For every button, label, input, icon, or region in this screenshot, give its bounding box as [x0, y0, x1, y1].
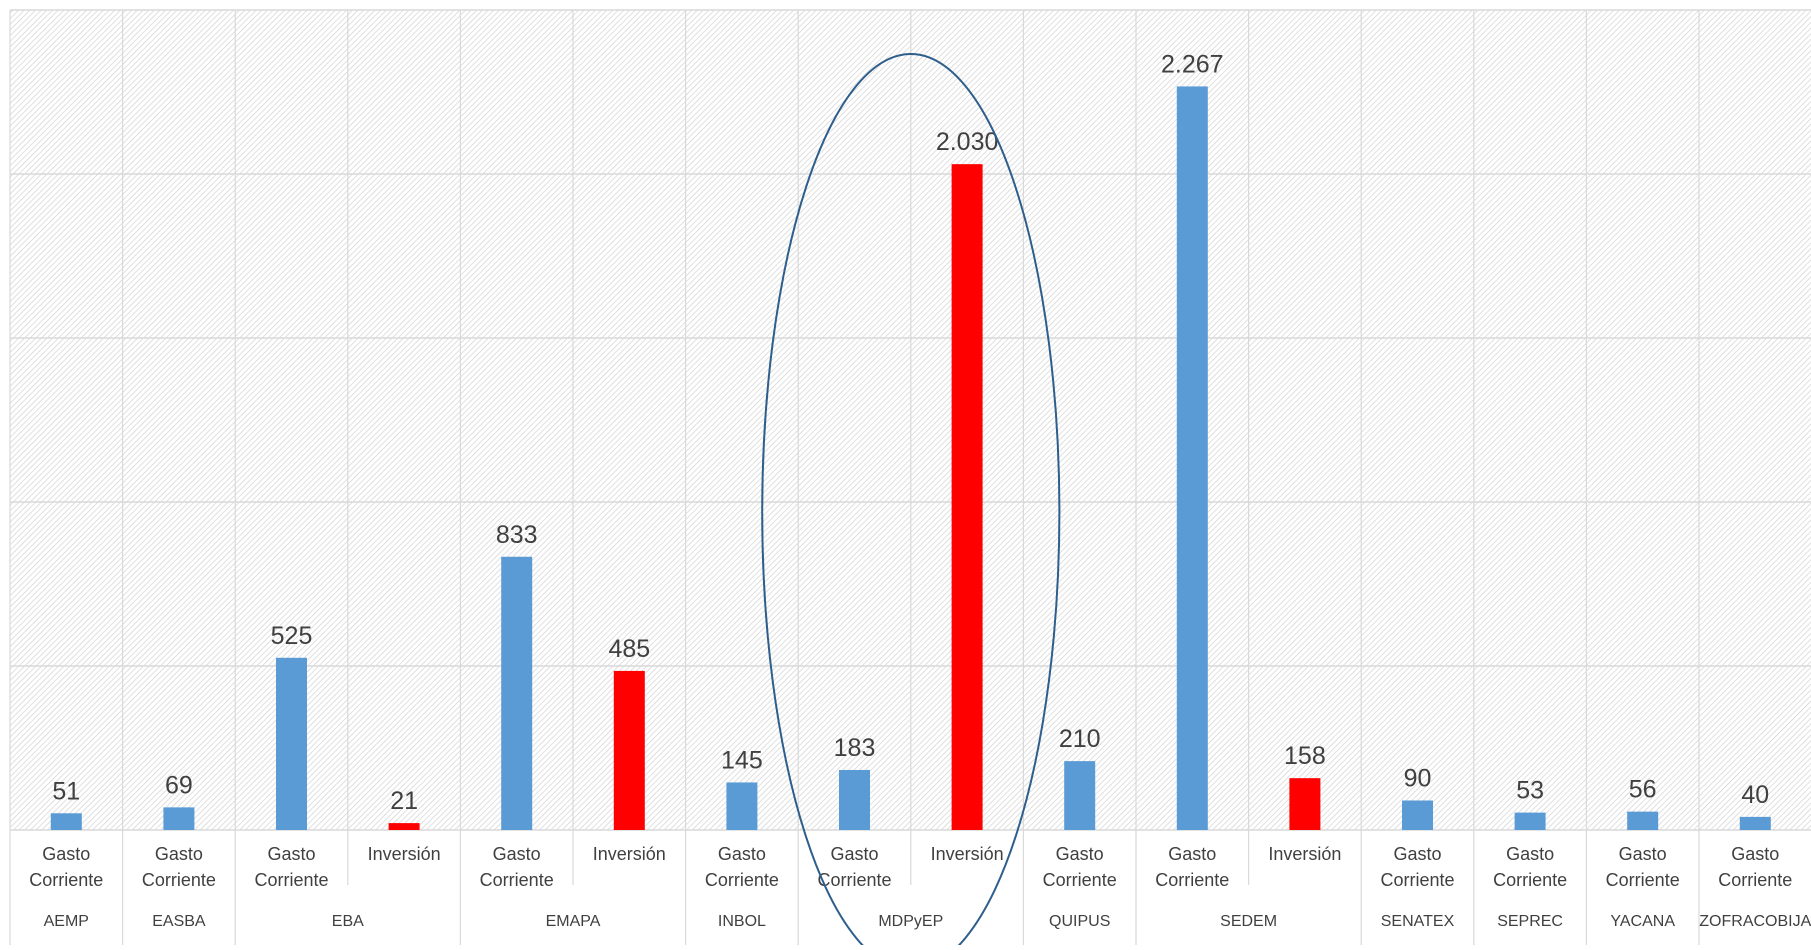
data-label: 485: [608, 635, 650, 663]
group-tick-label: ZOFRACOBIJA: [1699, 913, 1811, 930]
grid-lines: [9, 9, 1811, 885]
bar: [1514, 812, 1546, 830]
category-tick-label: Inversión: [931, 844, 1004, 864]
category-axis: Gasto Corriente Gasto Corriente Gasto Corrien…: [9, 844, 1811, 945]
bar: [1064, 761, 1096, 830]
data-label: 56: [1629, 776, 1657, 804]
bar: [1739, 816, 1771, 830]
bar: [1402, 800, 1433, 830]
category-tick-label: Gasto Corriente: [1380, 844, 1454, 890]
bar: [1627, 811, 1659, 830]
bar: [839, 769, 870, 830]
data-label: 53: [1516, 777, 1544, 805]
data-label: 158: [1284, 742, 1326, 770]
bar: [613, 670, 645, 830]
category-tick-label: Gasto Corriente: [254, 844, 328, 890]
data-label: 90: [1404, 764, 1432, 792]
category-tick-label: Inversión: [368, 844, 441, 864]
data-label: 2.267: [1161, 50, 1224, 78]
bar: [276, 657, 307, 830]
bar: [951, 164, 983, 830]
category-tick-label: Gasto Corriente: [705, 844, 779, 890]
data-label: 145: [721, 746, 763, 774]
highlight-ellipse: [761, 53, 1061, 950]
category-tick-label: Gasto Corriente: [1606, 844, 1680, 890]
group-tick-label: AEMP: [44, 913, 89, 930]
value-labels: 51 69 525 21 833 485 145 183 2.030 210 2.267 158 90 5…: [52, 50, 1769, 815]
category-tick-label: Gasto Corriente: [1493, 844, 1567, 890]
data-label: 183: [834, 734, 876, 762]
category-tick-label: Gasto Corriente: [817, 844, 891, 890]
group-tick-label: INBOL: [718, 913, 766, 930]
category-tick-label: Gasto Corriente: [1718, 844, 1792, 890]
group-tick-label: SEPREC: [1497, 913, 1563, 930]
bars: [50, 86, 1771, 830]
bar: [388, 823, 420, 830]
data-label: 525: [271, 622, 313, 650]
group-tick-label: EASBA: [152, 913, 206, 930]
category-tick-label: Gasto Corriente: [480, 844, 554, 890]
category-tick-label: Gasto Corriente: [29, 844, 103, 890]
bar: [501, 556, 533, 830]
data-label: 51: [52, 777, 80, 805]
group-tick-label: QUIPUS: [1049, 913, 1110, 930]
bar: [163, 807, 195, 830]
bar: [1289, 778, 1321, 830]
category-tick-label: Gasto Corriente: [1043, 844, 1117, 890]
data-label: 210: [1059, 725, 1101, 753]
bar: [1176, 86, 1208, 830]
group-tick-label: SEDEM: [1220, 913, 1277, 930]
group-tick-label: SENATEX: [1381, 913, 1455, 930]
category-tick-label: Inversión: [1268, 844, 1341, 864]
group-tick-label: EBA: [332, 913, 364, 930]
group-tick-label: EMAPA: [546, 913, 601, 930]
group-tick-label: YACANA: [1610, 913, 1675, 930]
data-label: 69: [165, 771, 193, 799]
data-label: 40: [1741, 781, 1769, 809]
highlight-ellipse-shape: [761, 53, 1061, 950]
category-tick-label: Inversión: [593, 844, 666, 864]
bar: [50, 813, 82, 830]
bar: [726, 782, 758, 830]
group-tick-label: MDPyEP: [878, 913, 943, 930]
data-label: 21: [390, 787, 418, 815]
category-tick-label: Gasto Corriente: [142, 844, 216, 890]
data-label: 2.030: [936, 128, 999, 156]
category-tick-label: Gasto Corriente: [1155, 844, 1229, 890]
data-label: 833: [496, 521, 538, 549]
